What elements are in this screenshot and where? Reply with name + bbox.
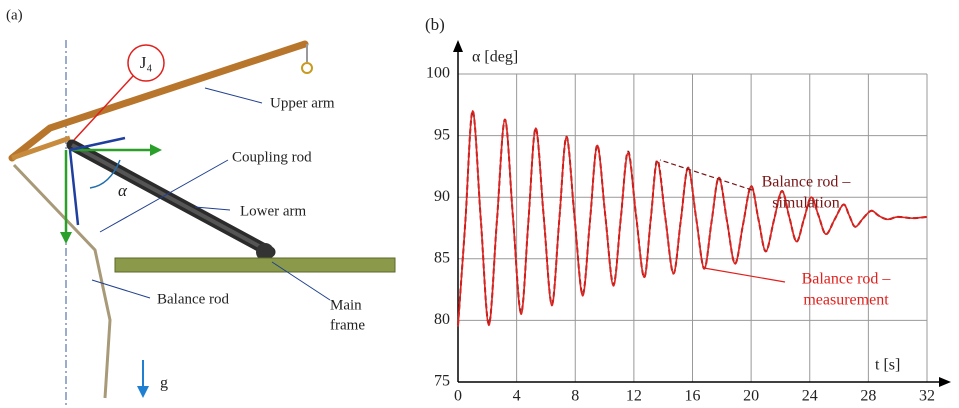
part-label: Upper arm [270,95,335,111]
x-tick-label: 4 [513,388,521,405]
part-label: Coupling rod [232,149,312,165]
part-label: Balance rod [157,291,230,307]
x-tick-label: 28 [860,388,876,405]
upper-arm [8,40,309,162]
joint-pointer [73,75,134,141]
panel-label: (a) [6,7,23,23]
x-axis-label: t [s] [875,357,900,374]
chart: (b) α [deg] t [s] 75 80 85 90 95 100 0 4 8 12 16 20… [425,15,951,405]
annotation: simulation [772,195,840,212]
y-tick-label: 90 [434,188,450,205]
gravity-label: g [160,375,168,392]
x-axis-arrow [939,377,951,387]
y-axis-arrow [453,40,463,52]
angle-label: α [118,181,128,200]
leaders [91,87,331,301]
x-tick-label: 16 [685,388,701,405]
y-tick-label: 85 [434,249,450,266]
y-tick-label: 100 [426,65,450,82]
diagram: (a) J₄ α g Upper arm Coupling rod Lower … [6,7,396,405]
y-tick-label: 95 [434,126,450,143]
joint-label: J₄ [140,53,153,72]
joint [256,243,274,261]
x-tick-label: 12 [626,388,642,405]
main-frame [114,257,396,273]
part-label: frame [330,317,365,333]
y-tick-label: 80 [434,311,450,328]
arrowheads [60,144,162,244]
x-tick-label: 24 [802,388,818,405]
x-tick-label: 20 [743,388,759,405]
annotation-leader [659,159,753,191]
lower-arm-highlight [71,143,271,254]
frame-axes [64,148,150,240]
balance-rod [12,163,112,399]
panel-label: (b) [425,15,445,34]
x-tick-label: 32 [919,388,935,405]
annotation: measurement [803,292,889,309]
series-line [457,110,928,327]
hook-ring [301,62,313,74]
gravity-arrowhead [137,386,149,398]
body-axes [68,136,126,226]
joint-marker [127,44,165,82]
part-label: Lower arm [240,203,307,219]
y-axis-label: α [deg] [472,49,518,66]
upper-arm-knee [11,135,71,161]
annotation: Balance rod – [762,174,852,191]
x-tick-label: 8 [571,388,579,405]
angle-arc [89,159,121,189]
y-tick-label: 75 [434,373,450,390]
annotation-leader [703,267,786,283]
part-label: Main [330,297,362,313]
x-tick-label: 0 [454,388,462,405]
annotation: Balance rod – [802,271,892,288]
